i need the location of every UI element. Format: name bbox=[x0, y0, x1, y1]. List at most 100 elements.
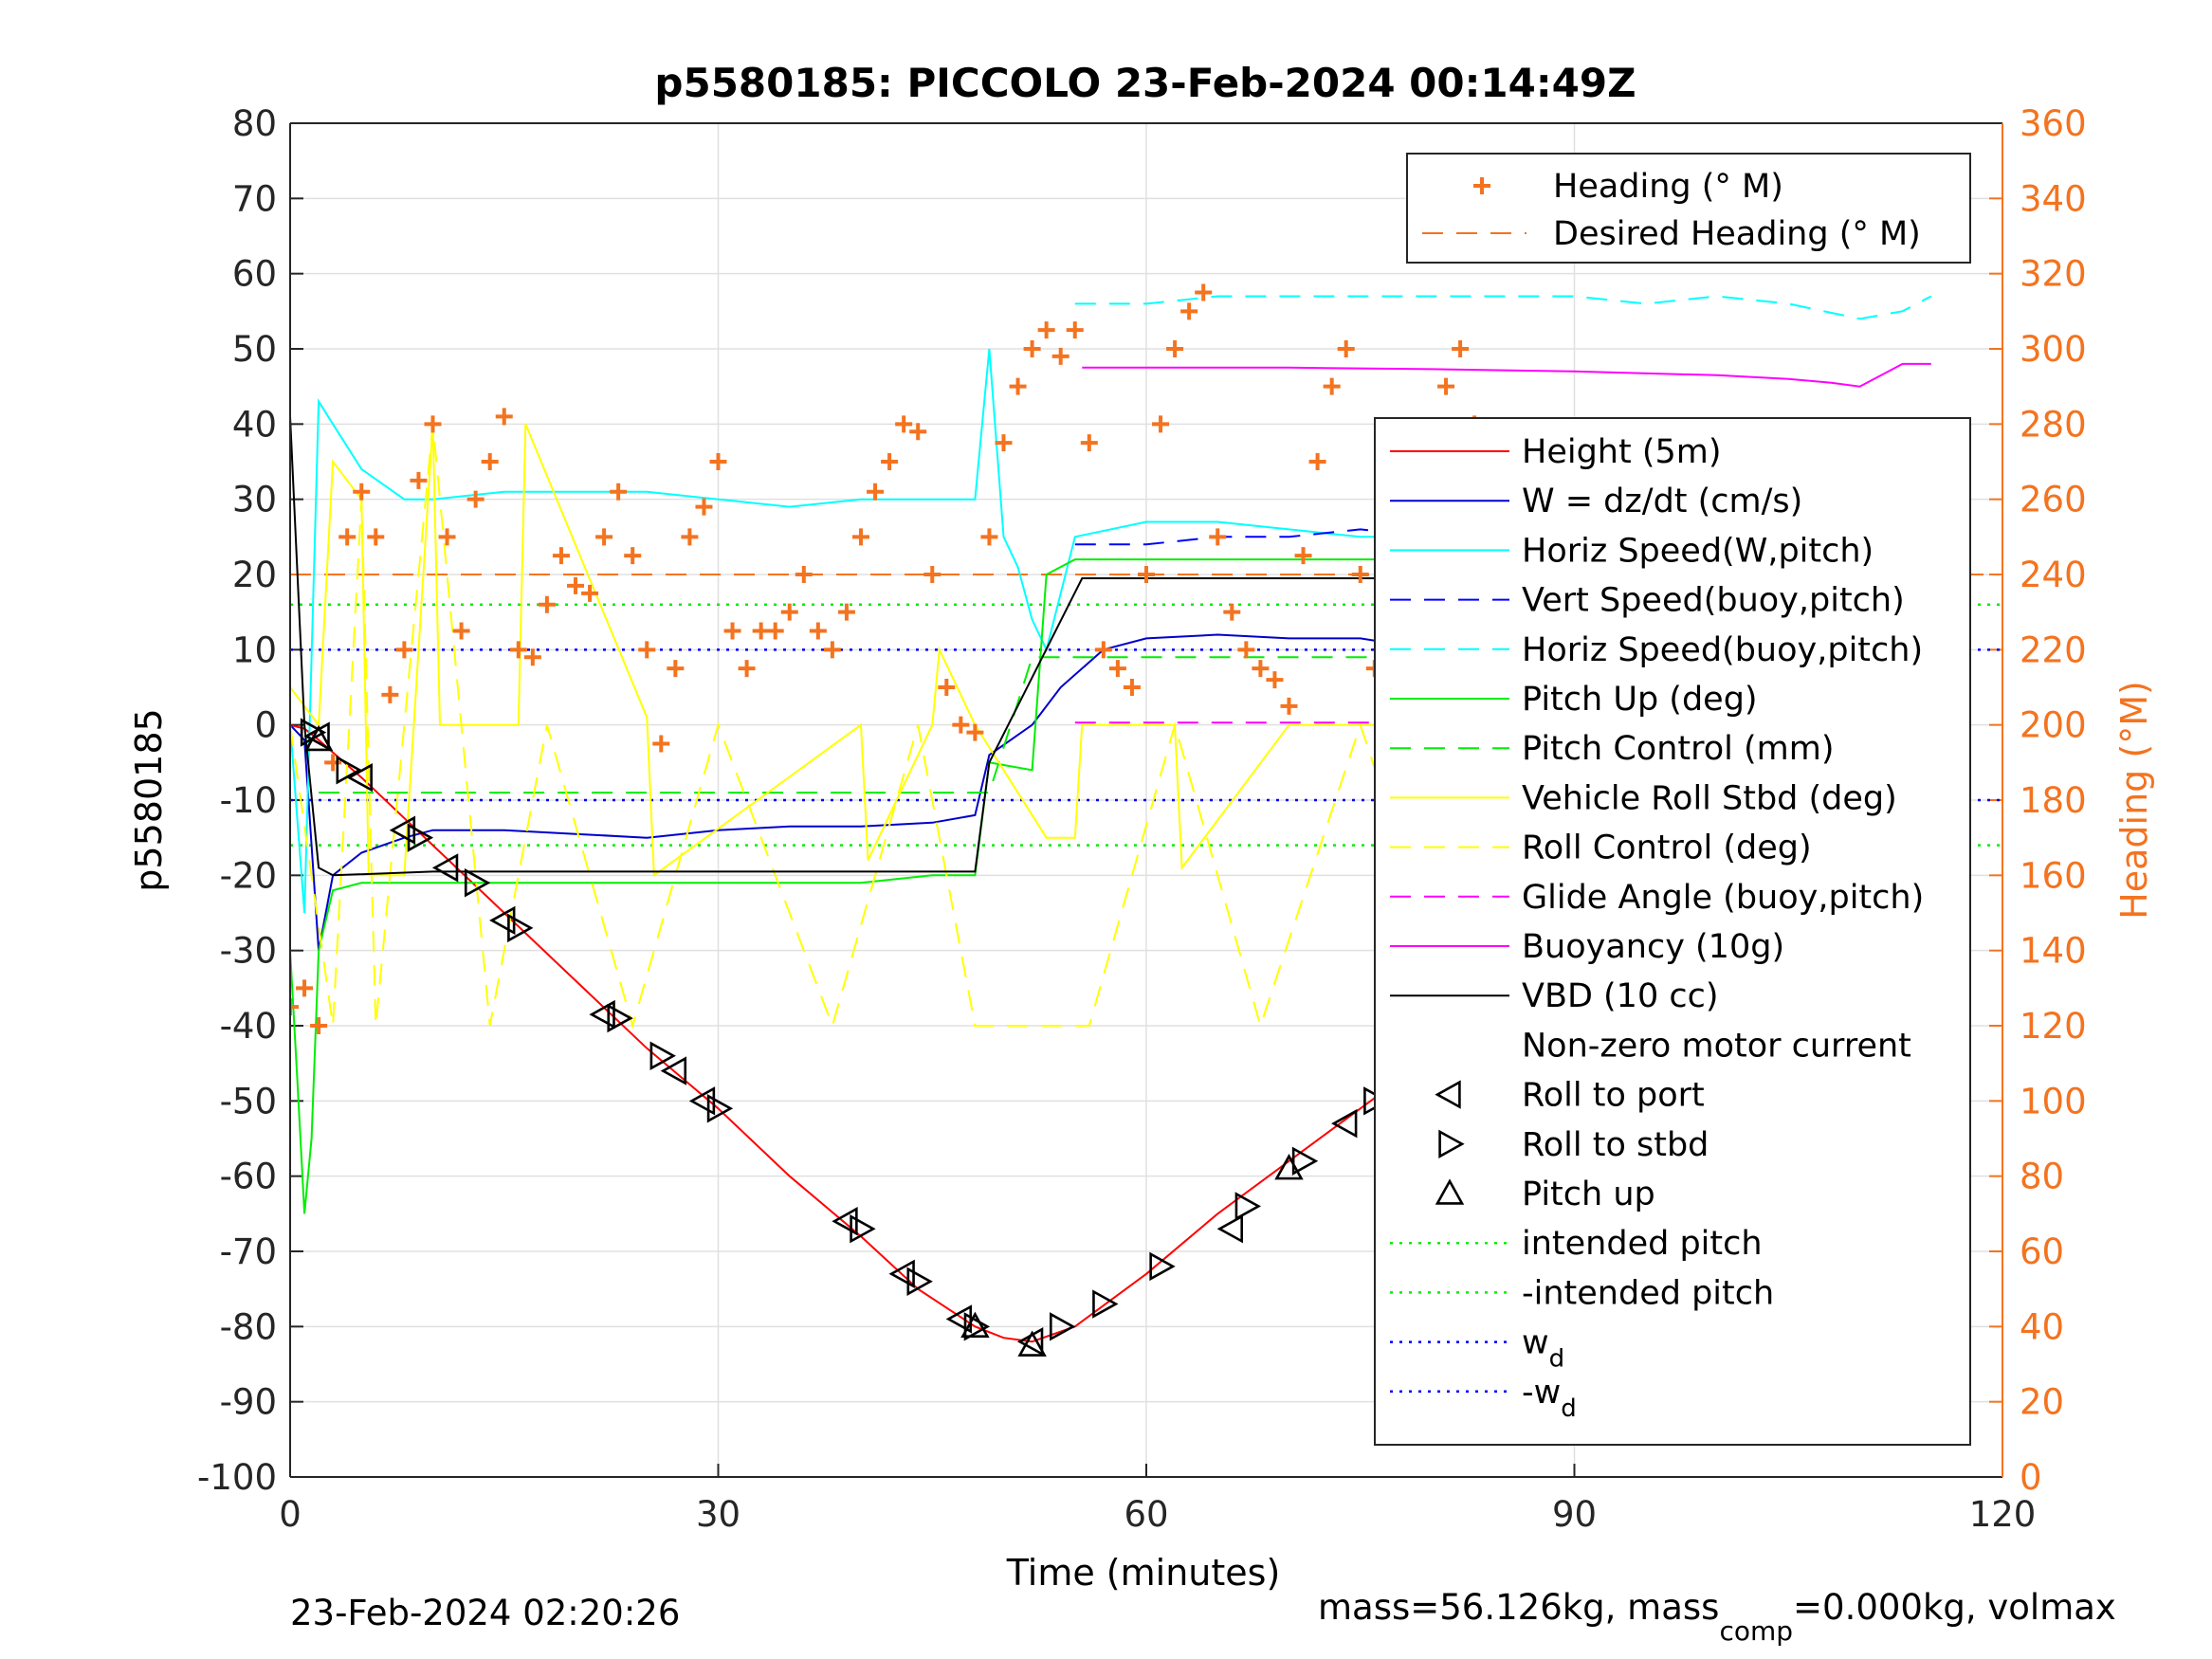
heading-point bbox=[438, 528, 456, 546]
marker-left bbox=[888, 1259, 915, 1289]
heading-point bbox=[1037, 321, 1055, 339]
heading-point bbox=[766, 622, 784, 640]
y-tick-label: -80 bbox=[220, 1306, 277, 1347]
marker-left bbox=[346, 762, 373, 793]
heading-point bbox=[780, 603, 798, 621]
legend-label-text: Buoyancy (10g) bbox=[1522, 928, 1784, 966]
marker-right bbox=[607, 1003, 633, 1033]
heading-point bbox=[1080, 434, 1098, 452]
marker-right bbox=[906, 1267, 933, 1296]
marker-right bbox=[507, 913, 534, 943]
heading-point bbox=[610, 483, 628, 501]
series-buoyancy-10g bbox=[1082, 362, 1931, 388]
heading-point bbox=[795, 566, 813, 583]
legend-label-text: VBD (10 cc) bbox=[1522, 977, 1719, 1015]
legend-label: Roll to stbd bbox=[1522, 1126, 1709, 1164]
legend-label-text: Roll Control (deg) bbox=[1522, 830, 1812, 867]
legend-label-text: Horiz Speed(W,pitch) bbox=[1522, 532, 1874, 570]
marker-left bbox=[589, 999, 615, 1030]
marker-up bbox=[303, 724, 334, 752]
legend-label: Heading (° M) bbox=[1553, 168, 1783, 206]
y-tick-label: -10 bbox=[220, 780, 277, 821]
y-tick-label: -50 bbox=[220, 1081, 277, 1121]
y-axis-label: p5580185 bbox=[128, 708, 170, 891]
y2-tick-label: 80 bbox=[2020, 1157, 2064, 1197]
legend-label: Horiz Speed(buoy,pitch) bbox=[1522, 631, 1923, 669]
marker-left bbox=[660, 1056, 687, 1085]
heading-point bbox=[481, 453, 499, 470]
heading-point bbox=[881, 453, 899, 470]
y2-tick-label: 200 bbox=[2020, 705, 2087, 746]
heading-point bbox=[867, 483, 885, 501]
y-tick-label: 60 bbox=[232, 254, 277, 295]
legend-label-text: W = dz/dt (cm/s) bbox=[1522, 483, 1802, 520]
heading-point bbox=[723, 622, 741, 640]
y2-tick-label: 120 bbox=[2020, 1006, 2087, 1047]
series-horiz-speed-buoy-pitch bbox=[1074, 295, 1932, 320]
heading-point bbox=[1337, 340, 1355, 357]
heading-point bbox=[381, 685, 399, 703]
heading-point bbox=[837, 603, 855, 621]
heading-point bbox=[338, 528, 356, 546]
x-axis-label: Time (minutes) bbox=[1006, 1552, 1281, 1594]
heading-point bbox=[581, 584, 599, 602]
y-tick-label: 50 bbox=[232, 329, 277, 370]
legend-label-text: Height (5m) bbox=[1522, 433, 1722, 471]
heading-point bbox=[709, 453, 727, 470]
legend-label-text: Horiz Speed(buoy,pitch) bbox=[1522, 631, 1923, 669]
x-tick-label: 60 bbox=[1124, 1494, 1168, 1535]
marker-right bbox=[464, 868, 491, 898]
y2-tick-label: 0 bbox=[2020, 1457, 2042, 1498]
y-tick-label: 40 bbox=[232, 404, 277, 445]
y2-tick-label: 100 bbox=[2020, 1081, 2087, 1121]
footer-mass-sub: comp bbox=[1719, 1615, 1793, 1647]
y2-tick-label: 60 bbox=[2020, 1231, 2064, 1272]
marker-right bbox=[649, 1041, 676, 1070]
y2-tick-label: 180 bbox=[2020, 780, 2087, 821]
legend-label: Height (5m) bbox=[1522, 433, 1722, 471]
y2-tick-label: 160 bbox=[2020, 855, 2087, 896]
footer-mass: mass=56.126kg, masscomp=0.000kg, volmax bbox=[1318, 1587, 2116, 1647]
heading-point bbox=[424, 415, 442, 433]
y2-tick-label: 260 bbox=[2020, 480, 2087, 520]
heading-point bbox=[1437, 377, 1455, 395]
legend-swatch-heading bbox=[1473, 177, 1490, 194]
legend-label: Roll Control (deg) bbox=[1522, 830, 1812, 867]
x-tick-label: 120 bbox=[1969, 1494, 2037, 1535]
heading-legend: Heading (° M) Desired Heading (° M) bbox=[1406, 153, 1971, 264]
marker-right bbox=[407, 823, 434, 852]
heading-point bbox=[823, 641, 841, 659]
legend-label: Vehicle Roll Stbd (deg) bbox=[1522, 779, 1897, 817]
heading-point bbox=[1009, 377, 1027, 395]
y2-tick-label: 340 bbox=[2020, 178, 2087, 219]
heading-point bbox=[652, 735, 670, 753]
legend-label: Non-zero motor current bbox=[1522, 1027, 1911, 1065]
marker-right bbox=[1149, 1251, 1176, 1282]
bottom-tick-labels: 0 30 60 90 120 bbox=[279, 1494, 2036, 1535]
y2-tick-label: 320 bbox=[2020, 254, 2087, 295]
heading-point bbox=[1452, 340, 1470, 357]
marker-right bbox=[850, 1213, 876, 1244]
heading-point bbox=[852, 528, 869, 546]
y-tick-label: -100 bbox=[197, 1457, 277, 1498]
marker-up bbox=[960, 1311, 990, 1339]
heading-point bbox=[367, 528, 385, 546]
y2-tick-label: 280 bbox=[2020, 404, 2087, 445]
legend-label: Glide Angle (buoy,pitch) bbox=[1522, 879, 1924, 917]
y2-axis-label: Heading (°M) bbox=[2113, 681, 2155, 920]
y2-tick-label: 20 bbox=[2020, 1382, 2064, 1423]
x-tick-label: 0 bbox=[279, 1494, 302, 1535]
heading-point bbox=[752, 622, 770, 640]
heading-point bbox=[1123, 679, 1141, 696]
x-tick-label: 90 bbox=[1552, 1494, 1597, 1535]
y2-tick-label: 40 bbox=[2020, 1306, 2064, 1347]
heading-point bbox=[624, 547, 642, 565]
y2-tick-label: 240 bbox=[2020, 555, 2087, 595]
heading-point bbox=[1266, 671, 1284, 689]
right-tick-labels: 0 20 40 60 80 100 120 140 160 180 200 220 240 260 280 3… bbox=[2020, 103, 2087, 1498]
heading-point bbox=[1180, 302, 1198, 320]
heading-point bbox=[1351, 566, 1369, 583]
legend-label: Buoyancy (10g) bbox=[1522, 928, 1784, 966]
heading-point bbox=[1066, 321, 1084, 339]
marker-left bbox=[832, 1207, 858, 1236]
